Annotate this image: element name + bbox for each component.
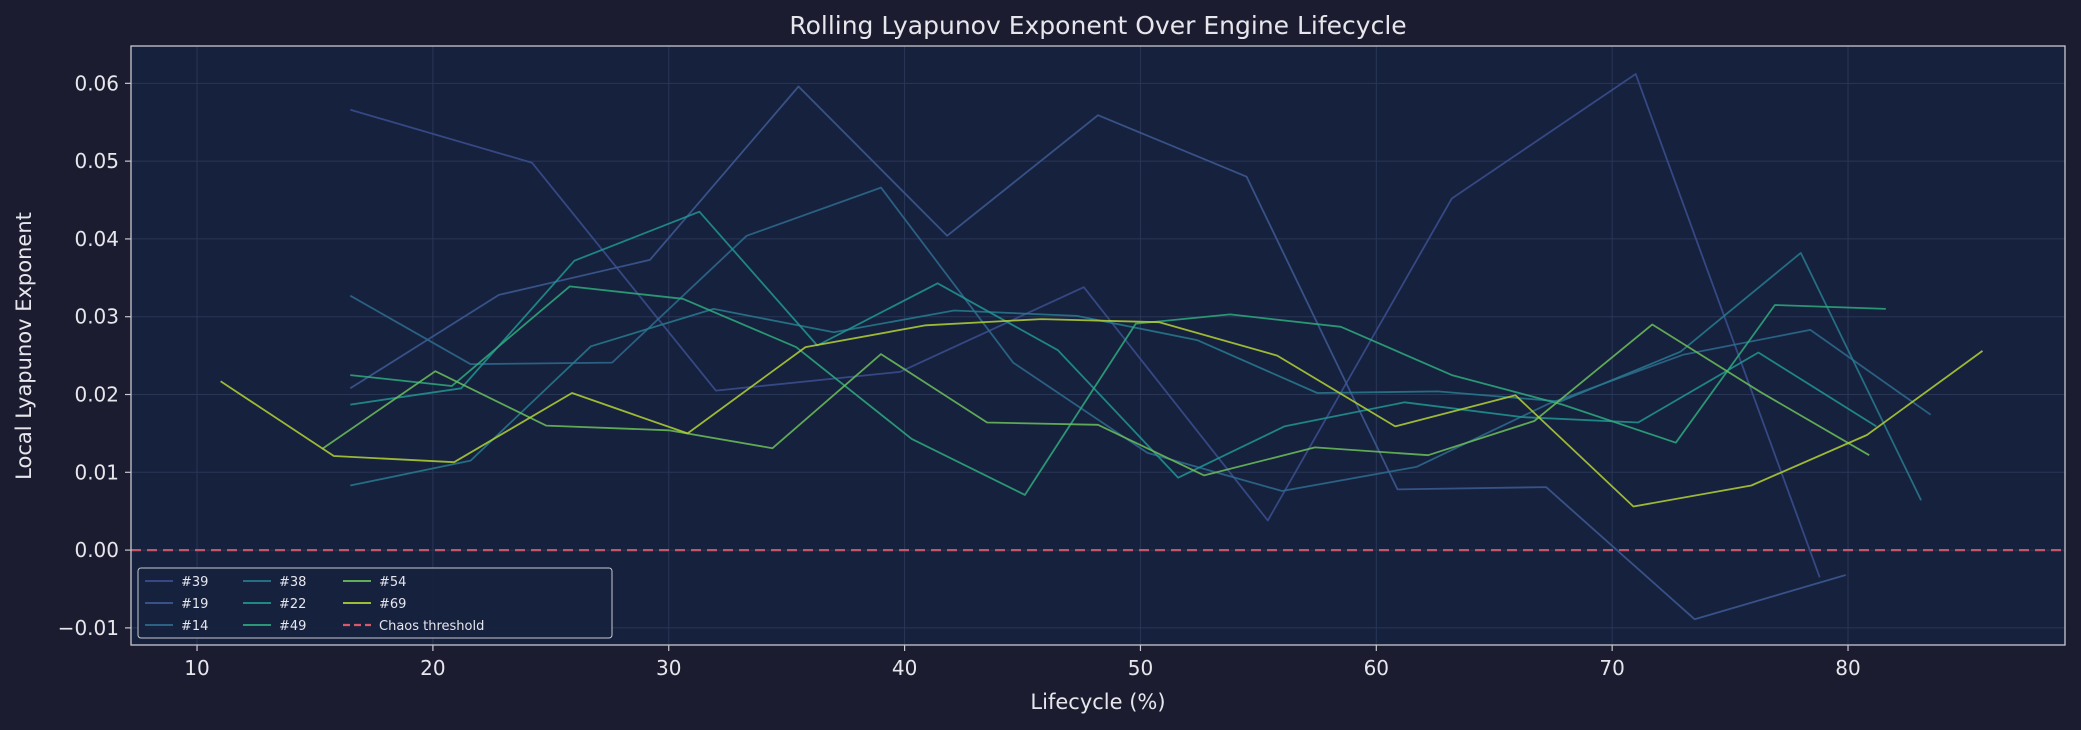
chart-title: Rolling Lyapunov Exponent Over Engine Li… bbox=[789, 11, 1406, 40]
x-tick-label: 20 bbox=[420, 656, 445, 680]
series-line-38 bbox=[350, 251, 1922, 501]
y-tick-label: 0.04 bbox=[74, 227, 119, 251]
legend-label: #69 bbox=[379, 597, 406, 612]
y-tick-label: 0.00 bbox=[74, 538, 119, 562]
series-line-14 bbox=[349, 186, 1932, 492]
legend-label: #39 bbox=[181, 575, 208, 590]
series-layer bbox=[220, 73, 1984, 621]
x-tick-label: 70 bbox=[1599, 656, 1624, 680]
y-axis-ticks: −0.01 0.00 0.01 0.02 0.03 0.04 0.05 0.06 bbox=[58, 71, 131, 640]
legend-label: #49 bbox=[279, 619, 306, 634]
plot-frame bbox=[130, 45, 2066, 646]
x-tick-label: 50 bbox=[1128, 656, 1153, 680]
y-tick-label: 0.02 bbox=[74, 383, 119, 407]
x-tick-label: 10 bbox=[184, 656, 209, 680]
legend-label: Chaos threshold bbox=[379, 619, 484, 634]
series-line-19 bbox=[349, 85, 1846, 621]
y-tick-label: −0.01 bbox=[58, 616, 119, 640]
legend-label: #38 bbox=[279, 575, 306, 590]
x-axis-label: Lifecycle (%) bbox=[1030, 690, 1165, 714]
x-axis-ticks: 10 20 30 40 50 60 70 80 bbox=[184, 645, 1861, 680]
y-tick-label: 0.06 bbox=[74, 71, 119, 95]
legend-box bbox=[137, 567, 613, 639]
series-line-22 bbox=[350, 210, 1877, 479]
x-tick-label: 60 bbox=[1364, 656, 1389, 680]
series-line-69 bbox=[220, 318, 1984, 508]
legend-label: #14 bbox=[181, 619, 208, 634]
y-tick-label: 0.01 bbox=[74, 460, 119, 484]
series-line-49 bbox=[350, 285, 1886, 496]
legend-label: #22 bbox=[279, 597, 306, 612]
series-line-39 bbox=[350, 73, 1821, 578]
y-tick-label: 0.03 bbox=[74, 305, 119, 329]
y-axis-label: Local Lyapunov Exponent bbox=[12, 212, 36, 480]
x-tick-label: 40 bbox=[892, 656, 917, 680]
plot-background bbox=[131, 46, 2065, 645]
legend: #39 #19 #14 #38 #22 #49 #54 #69 Chaos threshold bbox=[137, 567, 613, 639]
x-tick-label: 80 bbox=[1835, 656, 1860, 680]
series-line-54 bbox=[321, 323, 1870, 477]
legend-label: #19 bbox=[181, 597, 208, 612]
grid bbox=[131, 46, 2065, 645]
y-tick-label: 0.05 bbox=[74, 149, 119, 173]
x-tick-label: 30 bbox=[656, 656, 681, 680]
legend-label: #54 bbox=[379, 575, 406, 590]
